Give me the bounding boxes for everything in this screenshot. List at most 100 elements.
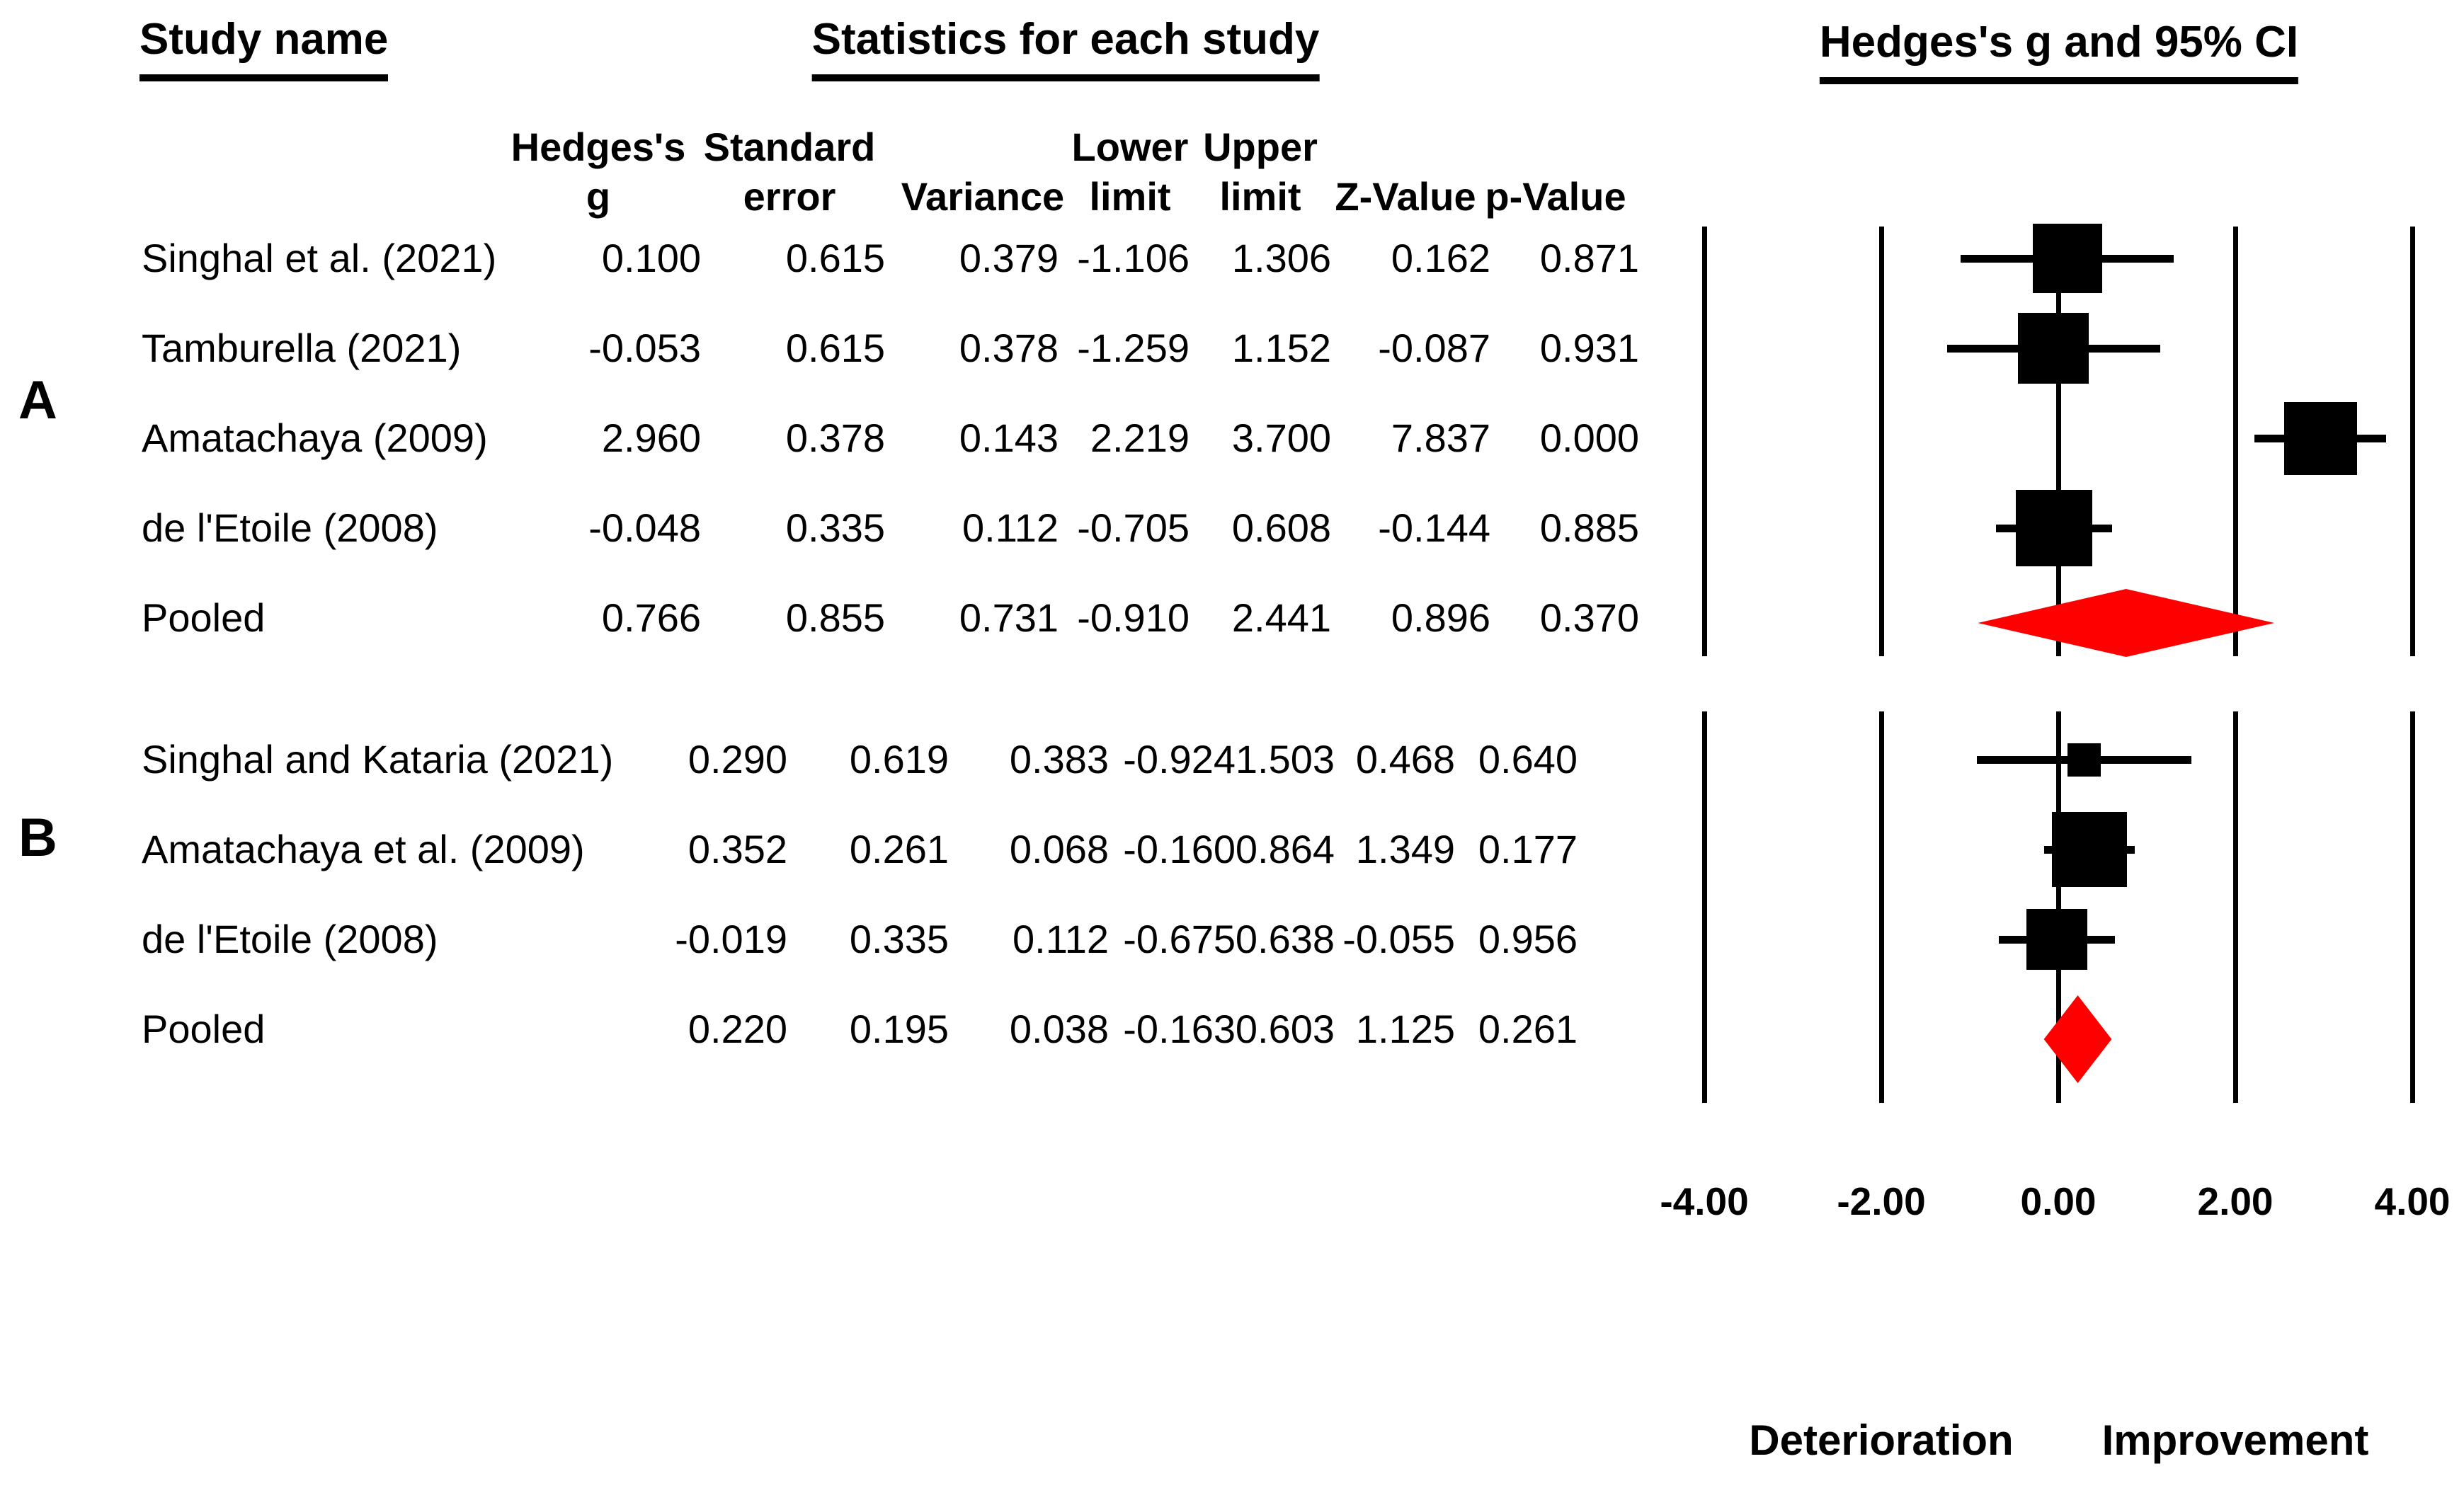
- stat-cell-g: 0.766: [601, 595, 701, 640]
- column-header-variance: Variance: [901, 174, 1065, 219]
- stat-cell-g: 0.100: [601, 236, 701, 280]
- stat-cell-g: 2.960: [601, 416, 701, 460]
- column-header-g: g: [586, 174, 611, 219]
- study-name-cell: Pooled: [142, 595, 266, 640]
- stat-cell-p: 0.871: [1539, 236, 1639, 280]
- stat-cell-upper: 1.306: [1231, 236, 1331, 280]
- stat-cell-variance: 0.383: [1009, 737, 1109, 782]
- ci-header: Hedges's g and 95% CI: [1819, 17, 2299, 84]
- stat-cell-variance: 0.112: [1013, 917, 1109, 961]
- column-header-hedgess: Hedges's: [511, 125, 686, 169]
- column-header-standard: Standard: [703, 125, 876, 169]
- stat-cell-g: 0.290: [688, 737, 787, 782]
- column-header-upper-limit: limit: [1219, 174, 1301, 219]
- column-header-p-value: p-Value: [1485, 174, 1626, 219]
- stat-cell-se: 0.335: [785, 505, 885, 550]
- study-name-cell: Singhal et al. (2021): [142, 236, 497, 280]
- column-header-error: error: [743, 174, 836, 219]
- stat-cell-lower: -0.160: [1123, 827, 1236, 871]
- stat-cell-z: -0.055: [1342, 917, 1455, 961]
- column-header-z-value: Z-Value: [1335, 174, 1476, 219]
- stat-cell-z: 7.837: [1391, 416, 1490, 460]
- study-name-cell: de l'Etoile (2008): [142, 505, 438, 550]
- effect-square: [2052, 812, 2127, 887]
- stat-cell-z: 1.125: [1355, 1007, 1455, 1051]
- study-name-cell: Pooled: [142, 1007, 266, 1051]
- column-header-upper: Upper: [1203, 125, 1318, 169]
- stat-cell-upper: 1.152: [1231, 326, 1331, 370]
- axis-gridline: [1702, 711, 1707, 1103]
- stat-cell-variance: 0.112: [962, 505, 1059, 550]
- stat-cell-upper: 0.638: [1235, 917, 1335, 961]
- stat-cell-variance: 0.143: [959, 416, 1059, 460]
- axis-gridline: [2233, 227, 2238, 656]
- stat-cell-variance: 0.379: [959, 236, 1059, 280]
- axis-gridline: [2056, 227, 2061, 656]
- study-name-cell: de l'Etoile (2008): [142, 917, 438, 961]
- effect-square: [2067, 743, 2101, 777]
- stat-cell-se: 0.855: [785, 595, 885, 640]
- pooled-diamond: [2043, 995, 2112, 1083]
- stat-cell-se: 0.378: [785, 416, 885, 460]
- stat-cell-se: 0.615: [785, 236, 885, 280]
- stat-cell-se: 0.261: [849, 827, 949, 871]
- stat-cell-variance: 0.378: [959, 326, 1059, 370]
- stat-cell-upper: 0.864: [1235, 827, 1335, 871]
- stat-cell-p: 0.931: [1539, 326, 1639, 370]
- effect-square: [2026, 909, 2087, 970]
- axis-tick-label: 2.00: [2197, 1179, 2274, 1223]
- stat-cell-lower: -0.705: [1077, 505, 1190, 550]
- stat-cell-g: 0.220: [688, 1007, 787, 1051]
- stat-cell-p: 0.000: [1539, 416, 1639, 460]
- direction-label-positive: Improvement: [2101, 1417, 2369, 1464]
- stat-cell-p: 0.261: [1478, 1007, 1578, 1051]
- axis-gridline: [1702, 227, 1707, 656]
- stat-cell-z: -0.144: [1378, 505, 1490, 550]
- panel-b-label: B: [18, 808, 59, 868]
- stat-cell-se: 0.619: [849, 737, 949, 782]
- statistics-header: Statistics for each study: [811, 14, 1320, 81]
- axis-gridline: [1879, 227, 1884, 656]
- study-name-cell: Amatachaya (2009): [142, 416, 488, 460]
- stat-cell-z: 0.162: [1391, 236, 1490, 280]
- stat-cell-upper: 1.503: [1235, 737, 1335, 782]
- axis-gridline: [2056, 711, 2061, 1103]
- stat-cell-upper: 2.441: [1231, 595, 1331, 640]
- stat-cell-upper: 0.608: [1231, 505, 1331, 550]
- stat-cell-z: -0.087: [1378, 326, 1490, 370]
- axis-tick-label: 4.00: [2374, 1179, 2451, 1223]
- axis-tick-label: -2.00: [1837, 1179, 1926, 1223]
- stat-cell-variance: 0.068: [1009, 827, 1109, 871]
- column-header-lower-limit: limit: [1089, 174, 1171, 219]
- pooled-diamond: [1978, 589, 2275, 657]
- stat-cell-g: -0.019: [675, 917, 787, 961]
- stat-cell-lower: -1.259: [1077, 326, 1190, 370]
- stat-cell-p: 0.177: [1478, 827, 1578, 871]
- column-header-lower: Lower: [1071, 125, 1189, 169]
- axis-gridline: [2410, 227, 2415, 656]
- stat-cell-variance: 0.731: [959, 595, 1059, 640]
- stat-cell-lower: -0.910: [1077, 595, 1190, 640]
- stat-cell-upper: 3.700: [1231, 416, 1331, 460]
- axis-gridline: [1879, 711, 1884, 1103]
- stat-cell-z: 0.468: [1355, 737, 1455, 782]
- axis-tick-label: -4.00: [1660, 1179, 1749, 1223]
- stat-cell-lower: 2.219: [1090, 416, 1190, 460]
- stat-cell-p: 0.640: [1478, 737, 1578, 782]
- study-name-header: Study name: [139, 14, 389, 81]
- axis-tick-label: 0.00: [2020, 1179, 2097, 1223]
- stat-cell-z: 1.349: [1355, 827, 1455, 871]
- stat-cell-g: -0.053: [588, 326, 701, 370]
- axis-gridline: [2410, 711, 2415, 1103]
- effect-square: [2018, 313, 2089, 384]
- stat-cell-g: 0.352: [688, 827, 787, 871]
- stat-cell-lower: -0.675: [1123, 917, 1236, 961]
- stat-cell-lower: -1.106: [1077, 236, 1190, 280]
- effect-square: [2016, 490, 2092, 566]
- study-name-cell: Amatachaya et al. (2009): [142, 827, 585, 871]
- stat-cell-upper: 0.603: [1235, 1007, 1335, 1051]
- study-name-cell: Tamburella (2021): [142, 326, 462, 370]
- axis-gridline: [2233, 711, 2238, 1103]
- stat-cell-p: 0.956: [1478, 917, 1578, 961]
